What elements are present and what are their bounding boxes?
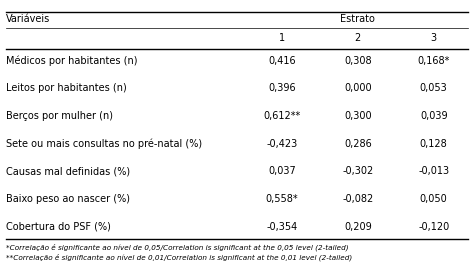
Text: -0,302: -0,302 [342,166,374,177]
Text: Médicos por habitantes (n): Médicos por habitantes (n) [6,56,137,66]
Text: Variáveis: Variáveis [6,14,50,24]
Text: Cobertura do PSF (%): Cobertura do PSF (%) [6,222,110,232]
Text: **Correlação é significante ao nível de 0,01/Correlation is significant at the 0: **Correlação é significante ao nível de … [6,253,352,261]
Text: -0,120: -0,120 [418,222,449,232]
Text: -0,423: -0,423 [266,139,298,149]
Text: 0,209: 0,209 [344,222,372,232]
Text: 0,558*: 0,558* [266,194,298,204]
Text: 0,286: 0,286 [344,139,372,149]
Text: Baixo peso ao nascer (%): Baixo peso ao nascer (%) [6,194,130,204]
Text: 0,416: 0,416 [268,56,296,66]
Text: 0,053: 0,053 [420,83,447,93]
Text: Leitos por habitantes (n): Leitos por habitantes (n) [6,83,127,93]
Text: Estrato: Estrato [340,14,375,24]
Text: 0,168*: 0,168* [418,56,450,66]
Text: 2: 2 [355,33,361,43]
Text: -0,082: -0,082 [342,194,374,204]
Text: -0,354: -0,354 [266,222,298,232]
Text: Causas mal definidas (%): Causas mal definidas (%) [6,166,130,177]
Text: 0,037: 0,037 [268,166,296,177]
Text: 0,612**: 0,612** [264,111,301,121]
Text: 0,050: 0,050 [420,194,447,204]
Text: -0,013: -0,013 [418,166,449,177]
Text: Sete ou mais consultas no pré-natal (%): Sete ou mais consultas no pré-natal (%) [6,139,202,149]
Text: 1: 1 [279,33,285,43]
Text: 3: 3 [431,33,437,43]
Text: 0,128: 0,128 [420,139,447,149]
Text: 0,039: 0,039 [420,111,447,121]
Text: *Correlação é significante ao nível de 0,05/Correlation is significant at the 0,: *Correlação é significante ao nível de 0… [6,243,348,251]
Text: Berços por mulher (n): Berços por mulher (n) [6,111,113,121]
Text: 0,300: 0,300 [344,111,372,121]
Text: 0,308: 0,308 [344,56,372,66]
Text: 0,000: 0,000 [344,83,372,93]
Text: 0,396: 0,396 [268,83,296,93]
